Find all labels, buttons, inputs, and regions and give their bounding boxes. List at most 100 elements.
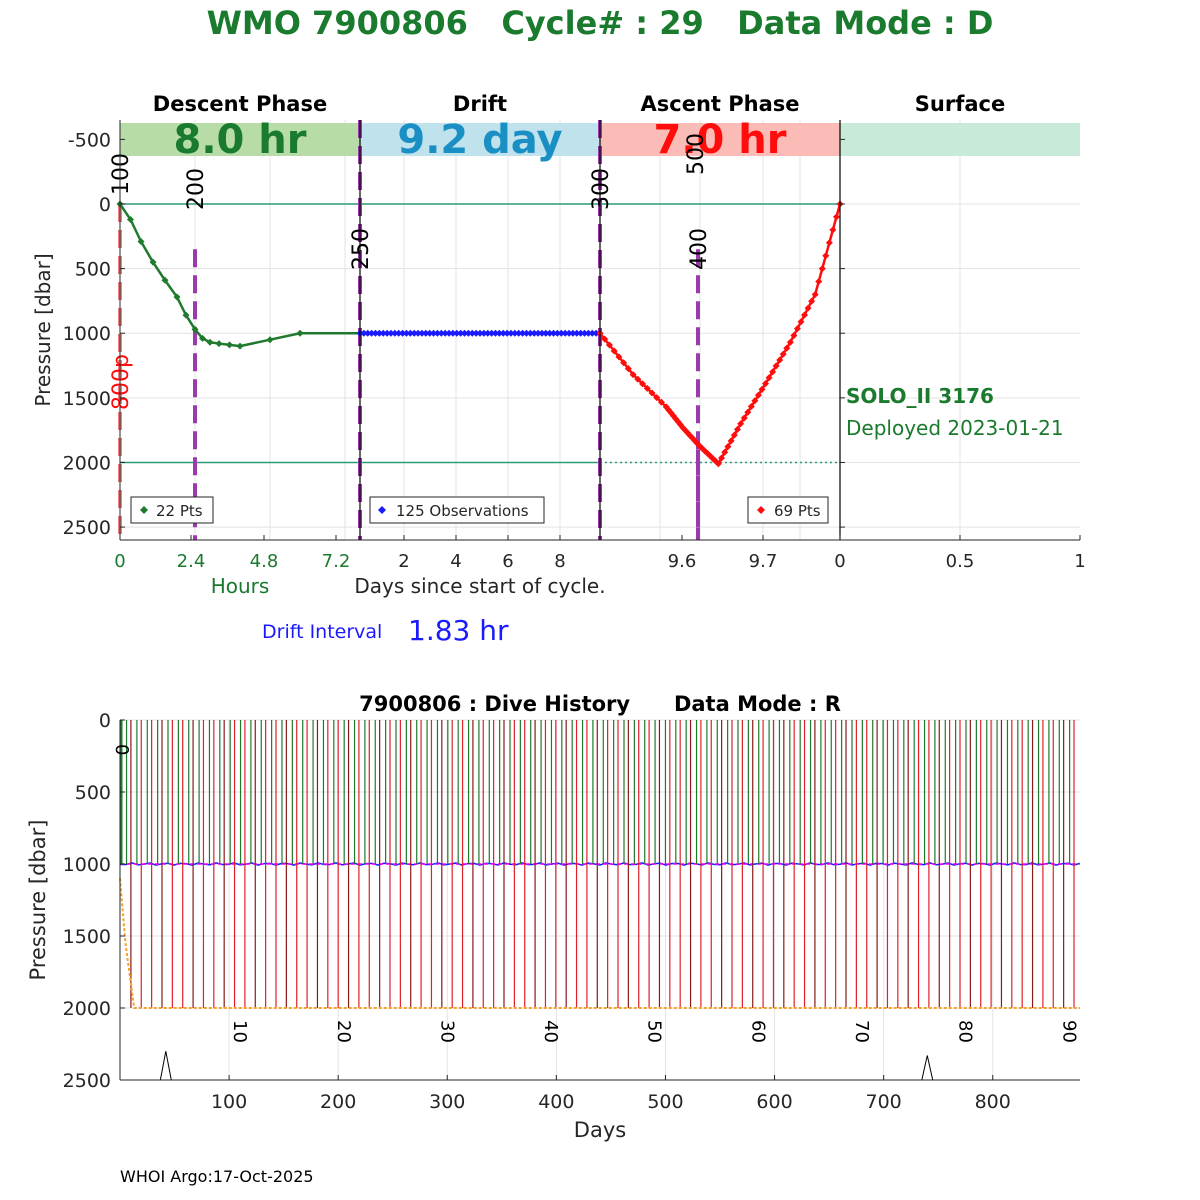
- ascent-point: [832, 213, 840, 221]
- ascent-point: [740, 414, 748, 422]
- x-tick-label: 2: [398, 551, 409, 572]
- descent-point: [191, 325, 199, 333]
- drift-point: [553, 329, 561, 337]
- ascent-point: [762, 380, 770, 388]
- cycle-y-label: Pressure [dbar]: [31, 253, 55, 406]
- phase-title: Ascent Phase: [641, 92, 800, 116]
- drift-point: [379, 329, 387, 337]
- descent-point: [137, 237, 145, 245]
- ascent-point: [754, 391, 762, 399]
- ascent-point: [829, 226, 837, 234]
- ascent-point: [629, 371, 637, 379]
- drift-point: [418, 329, 426, 337]
- ascent-point: [758, 385, 766, 393]
- descent-point: [226, 341, 233, 349]
- drift-point: [445, 329, 453, 337]
- x-tick-label: 600: [756, 1091, 792, 1113]
- drift-point: [422, 329, 430, 337]
- deployment-date: Deployed 2023-01-21: [846, 416, 1064, 440]
- x-tick-label: 500: [647, 1091, 683, 1113]
- x-tick-label: 800: [975, 1091, 1011, 1113]
- ascent-point: [751, 397, 759, 405]
- ascent-point: [783, 344, 791, 352]
- drift-point: [542, 329, 550, 337]
- drift-point: [526, 329, 534, 337]
- drift-point: [550, 329, 558, 337]
- x-tick-label: 200: [320, 1091, 356, 1113]
- drift-point: [368, 329, 376, 337]
- y-tick-label: 1500: [63, 926, 111, 948]
- legend-descent: 22 Pts: [130, 496, 214, 524]
- descent-point: [182, 311, 190, 319]
- ascent-point: [772, 362, 780, 370]
- x-tick-label: 4.8: [250, 551, 279, 572]
- x-tick-label: 400: [538, 1091, 574, 1113]
- ascent-point: [801, 311, 809, 319]
- cycle-series: [116, 200, 844, 468]
- ascent-point: [721, 448, 729, 456]
- drift-interval-value: 1.83 hr: [408, 614, 509, 647]
- hours-label: Hours: [211, 574, 270, 598]
- y-tick-label: -500: [68, 129, 111, 151]
- drift-point: [522, 329, 530, 337]
- x-tick-label: 9.6: [668, 551, 697, 572]
- park-label: 800p: [109, 354, 134, 410]
- drift-point: [484, 329, 492, 337]
- cycle-number-labels: 0 10 20 30 40 50 60 70 80 90: [111, 744, 1079, 1043]
- phase-band: [360, 123, 600, 156]
- ascent-point: [620, 359, 628, 367]
- cycle-label: 80: [955, 1020, 976, 1043]
- y-tick-label: 2000: [63, 452, 111, 474]
- dive-history-title: 7900806 : Dive History Data Mode : R: [359, 692, 841, 716]
- drift-point: [577, 329, 585, 337]
- descent-point: [161, 276, 169, 284]
- ascent-point: [643, 384, 651, 392]
- ascent-point: [769, 368, 777, 376]
- drift-point: [437, 329, 445, 337]
- marker-label: 250: [349, 228, 374, 270]
- drift-point: [375, 329, 383, 337]
- phase-duration: 7.0 hr: [654, 117, 787, 163]
- x-tick-label: 9.7: [749, 551, 778, 572]
- drift-point: [480, 329, 488, 337]
- drift-point: [546, 329, 554, 337]
- cycle-y-axis: -500 0 500 1000 1500 2000 2500: [63, 129, 845, 539]
- drift-point: [441, 329, 449, 337]
- descent-point: [173, 293, 181, 301]
- ascent-point: [657, 398, 665, 406]
- days-label: Days since start of cycle.: [354, 574, 605, 598]
- drift-point: [588, 329, 596, 337]
- x-tick-label: 2.4: [177, 551, 206, 572]
- drift-point: [430, 329, 438, 337]
- phase-band: [840, 123, 1080, 156]
- marker-label: 300: [589, 168, 614, 210]
- y-tick-label: 1000: [63, 854, 111, 876]
- y-tick-label: 500: [75, 259, 111, 281]
- drift-point: [410, 329, 418, 337]
- ascent-point: [818, 265, 826, 273]
- drift-point: [387, 329, 395, 337]
- dive-history-x-label: Days: [574, 1118, 626, 1142]
- ascent-point: [727, 437, 735, 445]
- drift-point: [464, 329, 472, 337]
- drift-point: [402, 329, 410, 337]
- ascent-point: [634, 375, 642, 383]
- drift-point: [383, 329, 391, 337]
- drift-point: [511, 329, 519, 337]
- ascent-point: [714, 460, 722, 468]
- dive-history-grid: [120, 719, 1080, 1081]
- ascent-point: [822, 252, 830, 260]
- ascent-point: [793, 325, 801, 333]
- drift-point: [468, 329, 476, 337]
- legend-drift-label: 125 Observations: [396, 502, 529, 520]
- x-tick-label: 0: [834, 551, 845, 572]
- phase-band: [600, 123, 840, 156]
- drift-point: [561, 329, 569, 337]
- cycle-x-axis: 0 2.4 4.8 7.2 2 4 6 8 9.6 9.7 0 0.5 1: [114, 535, 1086, 572]
- ascent-point: [648, 389, 656, 397]
- drift-point: [488, 329, 496, 337]
- x-tick-label: 4: [450, 551, 461, 572]
- x-tick-label: 300: [429, 1091, 465, 1113]
- drift-point: [581, 329, 589, 337]
- cycle-label: 50: [644, 1020, 665, 1043]
